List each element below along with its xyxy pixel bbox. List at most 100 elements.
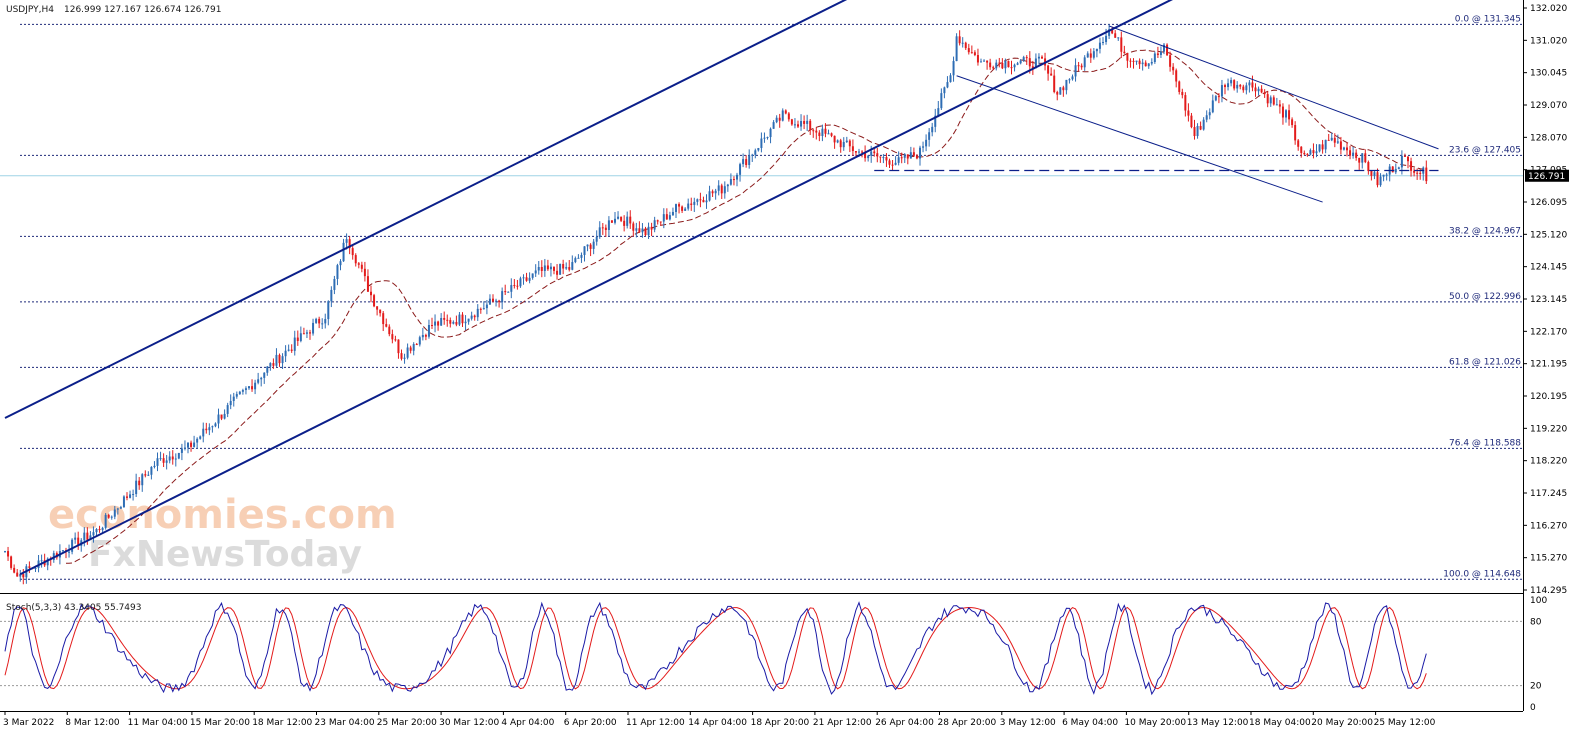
candle-body (565, 267, 568, 269)
candle-body (373, 295, 376, 307)
stoch-label: Stoch(5,3,3) 43.3405 55.7493 (6, 603, 141, 613)
candle-body (610, 220, 613, 223)
candle-body (1403, 155, 1406, 157)
y-tick-label: 131.020 (1530, 36, 1567, 46)
candle-body (549, 266, 552, 270)
candle-body (1297, 140, 1300, 147)
candle-body (400, 353, 403, 359)
candle-body (906, 154, 909, 159)
candle-body (955, 36, 958, 62)
y-tick-label: 124.145 (1530, 263, 1567, 273)
candle-body (501, 291, 504, 303)
candle-body (177, 452, 180, 459)
candle-body (1150, 62, 1153, 64)
candle-body (132, 494, 135, 496)
candle-body (915, 155, 918, 159)
candle-body (687, 203, 690, 209)
candle-body (995, 62, 998, 69)
x-tick-label: 23 Mar 04:00 (315, 718, 375, 728)
candle-body (238, 391, 241, 395)
candle-body (595, 236, 598, 242)
candle-body (263, 372, 266, 378)
candle-body (568, 267, 571, 270)
candle-body (806, 120, 809, 124)
candle-body (382, 313, 385, 325)
candle-body (162, 458, 165, 463)
candle-body (437, 321, 440, 326)
candle-body (1156, 53, 1159, 55)
candle-body (1245, 85, 1248, 91)
candle-body (366, 276, 369, 292)
candle-body (1205, 115, 1208, 120)
candle-body (900, 157, 903, 159)
x-tick-label: 10 May 20:00 (1124, 718, 1186, 728)
candle-body (717, 185, 720, 191)
candle-body (1095, 48, 1098, 52)
candle-body (1342, 147, 1345, 150)
candle-body (882, 157, 885, 159)
stoch-signal-line (4, 606, 1427, 690)
candle-body (760, 138, 763, 149)
candle-body (671, 211, 674, 216)
candle-body (147, 474, 150, 476)
candle-body (1028, 58, 1031, 67)
x-tick-label: 11 Mar 04:00 (128, 718, 188, 728)
candle-body (1053, 75, 1056, 92)
candle-body (1291, 119, 1294, 126)
candle-body (693, 201, 696, 205)
candle-body (867, 155, 870, 159)
x-tick-label: 18 Mar 12:00 (252, 718, 312, 728)
candle-body (360, 264, 363, 269)
candle-body (861, 151, 864, 153)
candle-body (800, 121, 803, 127)
candle-body (193, 442, 196, 447)
candle-body (1419, 172, 1422, 174)
candle-body (83, 532, 86, 541)
candle-body (1092, 51, 1095, 58)
current-price-text: 126.791 (1528, 172, 1565, 182)
candle-body (675, 204, 677, 212)
candle-body (98, 529, 101, 531)
candle-body (34, 568, 37, 570)
candle-body (16, 572, 19, 577)
candle-body (348, 239, 351, 249)
candle-body (708, 191, 711, 201)
candle-body (574, 258, 577, 263)
candle-body (540, 267, 543, 271)
candle-body (681, 206, 684, 211)
y-tick-label: 119.220 (1530, 424, 1567, 434)
candle-body (302, 333, 305, 335)
candle-body (1163, 44, 1165, 52)
candle-body (556, 270, 559, 275)
candle-body (592, 241, 595, 249)
candle-body (1202, 119, 1205, 130)
candle-body (1333, 137, 1336, 143)
candle-body (614, 218, 616, 223)
candle-body (312, 322, 315, 334)
x-tick-label: 11 Apr 12:00 (626, 718, 685, 728)
fib-label: 100.0 @ 114.648 (1443, 569, 1521, 579)
candle-body (1315, 151, 1318, 154)
candle-body (421, 334, 424, 338)
fibonacci-levels: 0.0 @ 131.345 23.6 @ 127.405 38.2 @ 124.96… (0, 14, 1523, 580)
candle-body (626, 216, 629, 226)
candle-body (1352, 152, 1355, 156)
candle-body (1278, 104, 1281, 107)
down-channel-upper-line (1108, 25, 1439, 150)
candle-body (113, 509, 116, 517)
candle-body (635, 228, 638, 231)
trend-lines (4, 0, 1439, 576)
candle-body (449, 320, 452, 324)
candle-body (736, 174, 738, 180)
candle-body (1239, 84, 1242, 87)
candle-body (778, 117, 781, 121)
ohlc-label: 126.999 127.167 126.674 126.791 (64, 5, 221, 15)
candle-body (171, 456, 174, 460)
candle-body (208, 427, 211, 431)
candle-body (891, 164, 894, 166)
candle-body (251, 386, 254, 390)
candle-body (519, 278, 522, 287)
y-tick-label: 129.070 (1530, 101, 1567, 111)
